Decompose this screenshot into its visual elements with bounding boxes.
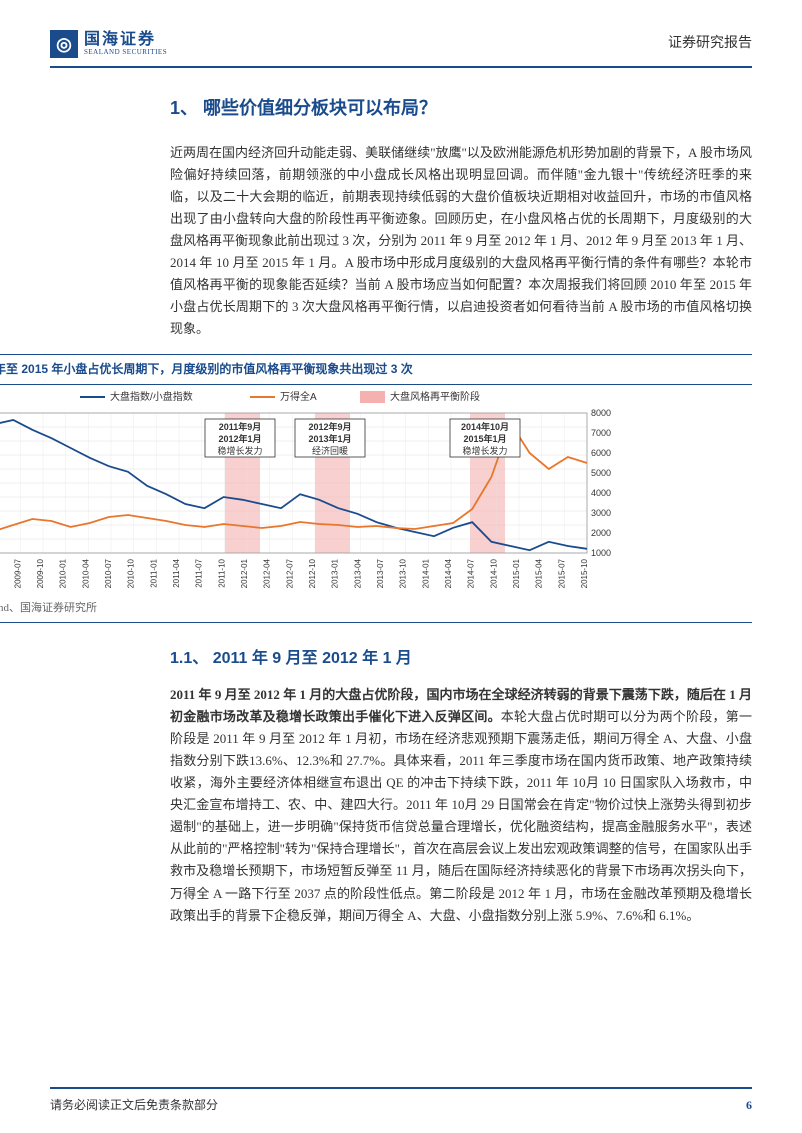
svg-text:2014-10: 2014-10: [489, 558, 498, 588]
figure-1-title: 图 1：2010 年至 2015 年小盘占优长周期下，月度级别的市值风格再平衡现…: [0, 354, 752, 384]
svg-text:2011-01: 2011-01: [149, 558, 158, 587]
section-1-1-title: 1.1、 2011 年 9 月至 2012 年 1 月: [170, 645, 752, 672]
svg-text:2000: 2000: [591, 528, 611, 538]
svg-text:2015年1月: 2015年1月: [463, 433, 506, 444]
svg-text:2012-10: 2012-10: [308, 558, 317, 588]
svg-text:2014-04: 2014-04: [444, 558, 453, 588]
logo-cn: 国海证券: [84, 31, 167, 49]
svg-text:6000: 6000: [591, 448, 611, 458]
svg-text:大盘风格再平衡阶段: 大盘风格再平衡阶段: [390, 390, 480, 403]
svg-text:2012年1月: 2012年1月: [218, 433, 261, 444]
svg-text:2010-10: 2010-10: [127, 558, 136, 588]
svg-text:5000: 5000: [591, 468, 611, 478]
svg-text:2014-07: 2014-07: [467, 558, 476, 588]
logo: ◎ 国海证券 SEALAND SECURITIES: [50, 30, 167, 58]
svg-text:2011-10: 2011-10: [217, 558, 226, 587]
svg-text:7000: 7000: [591, 428, 611, 438]
section-1-1-body: 本轮大盘占优时期可以分为两个阶段，第一阶段是 2011 年 9 月至 2012 …: [170, 709, 752, 923]
svg-text:2013-04: 2013-04: [353, 558, 362, 588]
svg-text:稳增长发力: 稳增长发力: [462, 445, 507, 456]
svg-text:2010-04: 2010-04: [81, 558, 90, 588]
section-1-title: 1、 哪些价值细分板块可以布局？: [170, 93, 752, 124]
svg-text:2015-04: 2015-04: [535, 558, 544, 588]
svg-text:2010-07: 2010-07: [104, 558, 113, 588]
svg-text:2014年10月: 2014年10月: [461, 421, 509, 432]
svg-text:2013-01: 2013-01: [331, 558, 340, 588]
svg-text:2013-07: 2013-07: [376, 558, 385, 588]
svg-text:2011-04: 2011-04: [172, 558, 181, 587]
svg-text:8000: 8000: [591, 408, 611, 418]
svg-text:大盘指数/小盘指数: 大盘指数/小盘指数: [110, 390, 193, 403]
svg-text:2011年9月: 2011年9月: [219, 421, 262, 432]
svg-text:2015-07: 2015-07: [557, 558, 566, 588]
svg-text:4000: 4000: [591, 488, 611, 498]
footer-disclaimer: 请务必阅读正文后免责条款部分: [50, 1095, 218, 1115]
logo-icon: ◎: [50, 30, 78, 58]
svg-text:2013-10: 2013-10: [399, 558, 408, 588]
svg-text:2012年9月: 2012年9月: [308, 421, 351, 432]
svg-text:2009-10: 2009-10: [36, 558, 45, 588]
svg-text:2015-10: 2015-10: [580, 558, 589, 588]
logo-en: SEALAND SECURITIES: [84, 49, 167, 57]
svg-text:2013年1月: 2013年1月: [308, 433, 351, 444]
svg-text:2012-04: 2012-04: [263, 558, 272, 588]
figure-1-chart: 1.41.31.21.11.00.90.80.70.60.50.48000700…: [0, 385, 752, 595]
page-number: 6: [746, 1095, 752, 1115]
svg-text:2011-07: 2011-07: [195, 558, 204, 587]
svg-text:万得全A: 万得全A: [280, 390, 317, 403]
svg-text:2012-01: 2012-01: [240, 558, 249, 588]
page-footer: 请务必阅读正文后免责条款部分 6: [50, 1087, 752, 1115]
svg-text:2012-07: 2012-07: [285, 558, 294, 588]
report-type: 证券研究报告: [668, 32, 752, 56]
svg-text:2010-01: 2010-01: [59, 558, 68, 588]
svg-text:2014-01: 2014-01: [421, 558, 430, 588]
section-1-para: 近两周在国内经济回升动能走弱、美联储继续"放鹰"以及欧洲能源危机形势加剧的背景下…: [170, 142, 752, 341]
svg-text:2015-01: 2015-01: [512, 558, 521, 588]
svg-text:稳增长发力: 稳增长发力: [217, 445, 262, 456]
svg-text:3000: 3000: [591, 508, 611, 518]
svg-text:2009-07: 2009-07: [13, 558, 22, 588]
figure-1-source: 资料来源：Wind、国海证券研究所: [0, 595, 752, 623]
section-1-1-para: 2011 年 9 月至 2012 年 1 月的大盘占优阶段，国内市场在全球经济转…: [170, 684, 752, 927]
page-header: ◎ 国海证券 SEALAND SECURITIES 证券研究报告: [50, 30, 752, 68]
svg-text:经济回暖: 经济回暖: [312, 445, 348, 456]
svg-text:1000: 1000: [591, 548, 611, 558]
